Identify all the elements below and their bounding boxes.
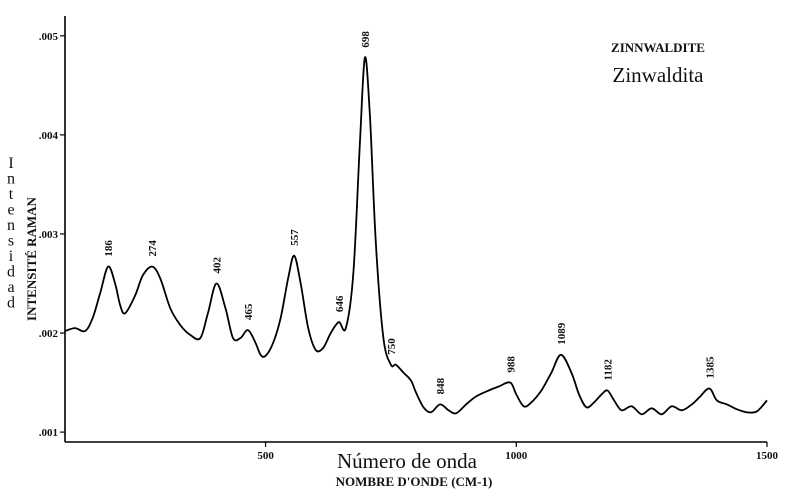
peak-label: 274 bbox=[147, 240, 159, 257]
peak-label: 1089 bbox=[556, 322, 568, 345]
x-axis-ticks: 500 1000 1500 bbox=[257, 442, 779, 462]
y-secondary-letter: t bbox=[9, 186, 14, 203]
y-tick-label: .002 bbox=[39, 328, 59, 340]
x-tick-label: 1500 bbox=[756, 450, 779, 462]
y-tick-label: .001 bbox=[39, 427, 58, 439]
peak-label: 848 bbox=[435, 377, 447, 394]
chart-subtitle: Zinwaldita bbox=[613, 63, 705, 87]
y-secondary-letter: d bbox=[7, 264, 15, 281]
y-secondary-letter: n bbox=[7, 171, 15, 188]
chart-title: ZINNWALDITE bbox=[611, 40, 705, 55]
x-axis-title: Número de onda bbox=[337, 449, 478, 473]
peak-label: 186 bbox=[103, 240, 115, 257]
y-secondary-letter: d bbox=[7, 295, 15, 312]
peak-label: 646 bbox=[334, 295, 346, 312]
y-tick-label: .003 bbox=[39, 229, 59, 241]
y-axis-title: INTENSITÉ RAMAN bbox=[24, 196, 39, 320]
y-secondary-letter: I bbox=[8, 155, 13, 172]
y-secondary-letter: n bbox=[7, 217, 15, 234]
y-tick-label: .004 bbox=[39, 130, 59, 142]
y-secondary-letter: a bbox=[7, 279, 14, 296]
x-tick-label: 500 bbox=[257, 450, 274, 462]
y-secondary-letter: i bbox=[9, 248, 14, 265]
peak-label: 750 bbox=[386, 338, 398, 355]
x-axis-subtitle: NOMBRE D'ONDE (CM-1) bbox=[336, 474, 493, 489]
y-axis-ticks: .001 .002 .003 .004 .005 bbox=[39, 31, 65, 439]
peak-label: 465 bbox=[243, 303, 255, 320]
peak-label: 698 bbox=[360, 31, 372, 48]
peak-label: 1385 bbox=[704, 356, 716, 379]
peak-label: 557 bbox=[289, 229, 301, 246]
peak-label: 402 bbox=[211, 257, 223, 274]
spectrum-line bbox=[64, 56, 768, 416]
x-tick-label: 1000 bbox=[505, 450, 528, 462]
peak-label: 988 bbox=[505, 356, 517, 373]
y-secondary-letter: s bbox=[8, 233, 14, 250]
y-tick-label: .005 bbox=[39, 31, 59, 43]
peak-labels: 186 274 402 465 557 646 698 750 848 988 1089 1182 13… bbox=[103, 31, 716, 395]
peak-label: 1182 bbox=[603, 359, 615, 381]
y-secondary-letter: e bbox=[7, 202, 14, 219]
